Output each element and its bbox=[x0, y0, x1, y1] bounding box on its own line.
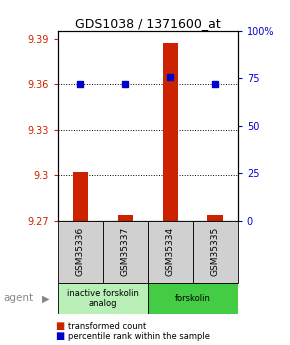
Text: GSM35337: GSM35337 bbox=[121, 227, 130, 276]
Text: GSM35335: GSM35335 bbox=[211, 227, 220, 276]
Text: ■: ■ bbox=[55, 332, 64, 341]
Text: ▶: ▶ bbox=[42, 294, 50, 303]
Bar bbox=[148, 283, 238, 314]
Text: GSM35336: GSM35336 bbox=[76, 227, 85, 276]
Text: GSM35334: GSM35334 bbox=[166, 227, 175, 276]
Bar bbox=[162, 43, 178, 221]
Text: forskolin: forskolin bbox=[175, 294, 211, 303]
Bar bbox=[58, 283, 148, 314]
Text: inactive forskolin
analog: inactive forskolin analog bbox=[67, 289, 139, 308]
Bar bbox=[207, 215, 223, 221]
Text: ■: ■ bbox=[55, 321, 64, 331]
Bar bbox=[103, 221, 148, 283]
Bar bbox=[193, 221, 238, 283]
Text: transformed count: transformed count bbox=[68, 322, 146, 331]
Bar bbox=[117, 215, 133, 221]
Bar bbox=[58, 221, 103, 283]
Text: agent: agent bbox=[3, 294, 33, 303]
Title: GDS1038 / 1371600_at: GDS1038 / 1371600_at bbox=[75, 17, 221, 30]
Bar bbox=[72, 172, 88, 221]
Bar bbox=[148, 221, 193, 283]
Text: percentile rank within the sample: percentile rank within the sample bbox=[68, 332, 210, 341]
